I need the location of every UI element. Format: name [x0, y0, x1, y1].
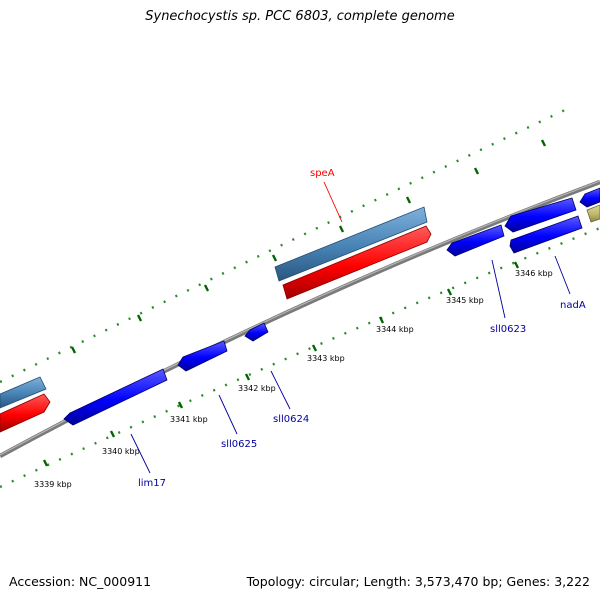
tick-label-3342: 3342 kbp — [238, 384, 276, 393]
gene-blue-upper-right[interactable] — [504, 197, 577, 233]
tick-label-3344: 3344 kbp — [376, 325, 414, 334]
gene-label-sll0623[interactable]: sll0623 — [490, 324, 526, 335]
genome-summary-text: Topology: circular; Length: 3,573,470 bp… — [246, 574, 590, 589]
gene-steel-left[interactable] — [0, 376, 47, 409]
tick-label-3341: 3341 kbp — [170, 415, 208, 424]
map-title: Synechocystis sp. PCC 6803, complete gen… — [145, 9, 455, 24]
gene-label-sll0624[interactable]: sll0624 — [273, 414, 309, 425]
tick-label-3340: 3340 kbp — [102, 447, 140, 456]
speA-leader-line — [323, 181, 343, 223]
gene-lim17[interactable] — [63, 368, 168, 426]
gene-label-lim17[interactable]: lim17 — [138, 478, 166, 489]
gene-sll0624[interactable] — [244, 322, 269, 342]
gene-red-left[interactable] — [0, 393, 51, 433]
tick-label-3343: 3343 kbp — [307, 354, 345, 363]
sll0624-leader-line — [270, 370, 291, 410]
gene-label-nadA[interactable]: nadA — [560, 300, 586, 311]
gene-sll0625[interactable] — [177, 340, 228, 372]
inner-tick-track — [0, 226, 600, 489]
accession-text: Accession: NC_000911 — [9, 574, 152, 589]
nadA-leader-line — [554, 255, 571, 295]
tick-label-3345: 3345 kbp — [446, 296, 484, 305]
lim17-leader-line — [130, 433, 151, 474]
gene-speA-steel[interactable] — [274, 206, 428, 282]
inner-major-ticks — [42, 261, 520, 467]
gene-nadA[interactable] — [509, 215, 583, 254]
outer-major-ticks — [70, 139, 547, 354]
gene-khaki-right[interactable] — [586, 204, 600, 223]
gene-blue-edge-right[interactable] — [579, 187, 600, 208]
gene-label-speA[interactable]: speA — [310, 168, 335, 179]
gene-sll0623[interactable] — [446, 224, 505, 257]
sll0625-leader-line — [218, 394, 238, 435]
sll0623-leader-line — [491, 259, 506, 319]
tick-label-3346: 3346 kbp — [515, 269, 553, 278]
gene-speA-red[interactable] — [282, 225, 432, 300]
gene-label-sll0625[interactable]: sll0625 — [221, 439, 257, 450]
tick-label-3339: 3339 kbp — [34, 480, 72, 489]
